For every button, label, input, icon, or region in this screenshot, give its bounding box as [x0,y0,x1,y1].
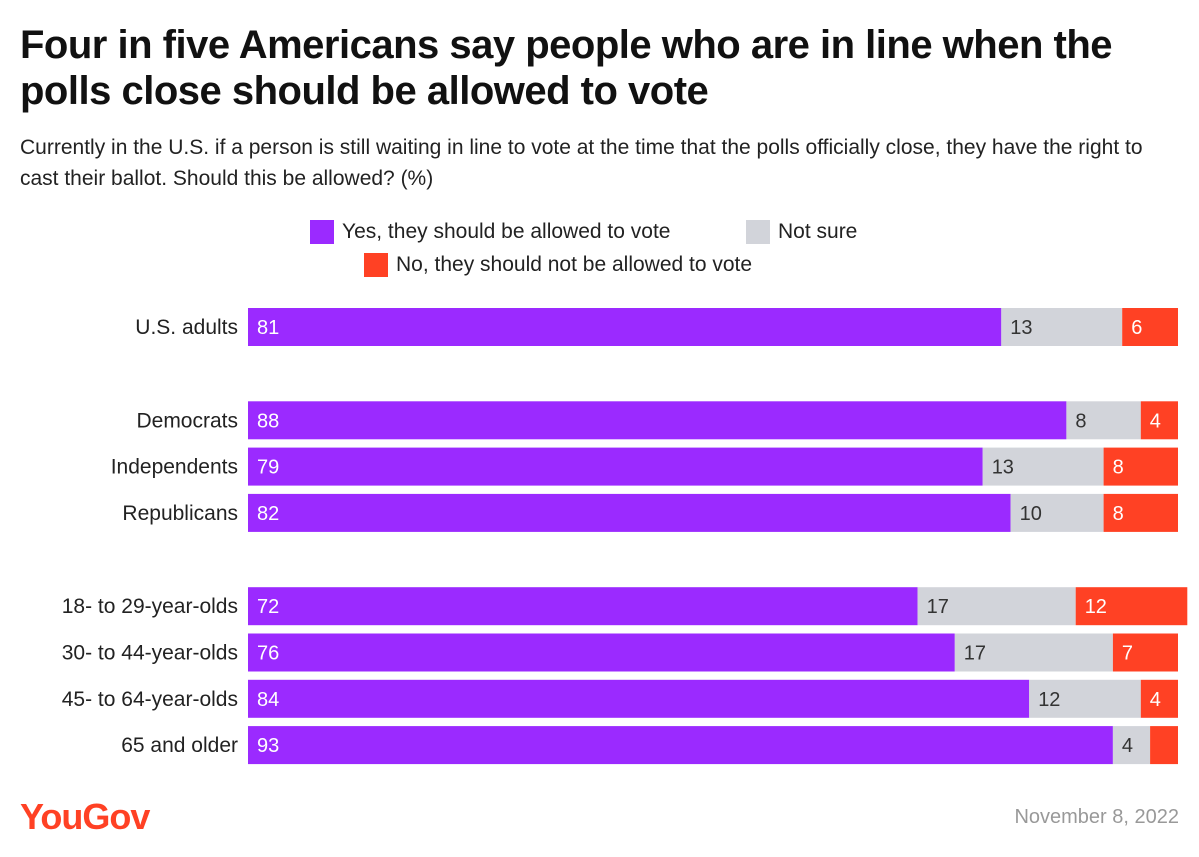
bar-yes-u-s-adults [248,308,1002,346]
legend-swatch-yes [310,220,334,244]
bar-yes-30-to-44-year-olds [248,633,955,672]
category-label-republicans: Republicans [122,502,238,525]
bar-not-sure-30-to-44-year-olds [954,633,1113,672]
data-label-no-30-to-44-year-olds: 7 [1122,643,1133,665]
data-label-yes-30-to-44-year-olds: 76 [257,643,279,665]
bar-no-democrats [1140,401,1178,440]
bar-no-republicans [1103,493,1178,532]
data-label-yes-u-s-adults: 81 [257,317,279,339]
bar-yes-65-and-older [248,726,1113,765]
category-label-30-to-44-year-olds: 30- to 44-year-olds [62,642,238,665]
bar-not-sure-18-to-29-year-olds [917,587,1076,626]
legend-label-no: No, they should not be allowed to vote [396,253,753,276]
category-label-independents: Independents [111,456,238,479]
legend-item-yes: Yes, they should be allowed to vote [310,220,670,244]
data-label-not-sure-30-to-44-year-olds: 17 [964,643,986,665]
bar-no-u-s-adults [1122,308,1178,346]
publish-date: November 8, 2022 [1014,806,1179,828]
legend-swatch-no [364,253,388,277]
data-label-yes-45-to-64-year-olds: 84 [257,689,279,711]
data-label-yes-65-and-older: 93 [257,735,279,757]
data-label-not-sure-republicans: 10 [1020,503,1042,525]
data-label-yes-democrats: 88 [257,410,279,432]
data-label-no-independents: 8 [1113,457,1124,479]
chart-title: Four in five Americans say people who ar… [20,23,1113,113]
chart-subtitle: Currently in the U.S. if a person is sti… [20,136,1143,190]
data-label-no-republicans: 8 [1113,503,1124,525]
bar-no-18-to-29-year-olds [1075,587,1188,626]
category-label-u-s-adults: U.S. adults [135,316,238,339]
bar-no-30-to-44-year-olds [1112,633,1178,672]
data-label-no-45-to-64-year-olds: 4 [1150,689,1161,711]
bar-not-sure-45-to-64-year-olds [1029,679,1141,718]
bar-not-sure-democrats [1066,401,1141,440]
category-label-18-to-29-year-olds: 18- to 29-year-olds [62,595,238,618]
data-label-not-sure-independents: 13 [992,457,1014,479]
data-label-no-democrats: 4 [1150,410,1161,432]
data-label-yes-independents: 79 [257,457,279,479]
data-label-yes-republicans: 82 [257,503,279,525]
data-label-not-sure-18-to-29-year-olds: 17 [927,596,949,618]
data-label-not-sure-65-and-older: 4 [1122,735,1133,757]
legend-item-not-sure: Not sure [746,220,857,244]
bar-yes-democrats [248,401,1067,440]
data-label-no-u-s-adults: 6 [1131,317,1142,339]
bar-not-sure-u-s-adults [1001,308,1123,346]
legend-item-no: No, they should not be allowed to vote [364,253,752,277]
bar-no-independents [1103,447,1178,486]
bar-yes-18-to-29-year-olds [248,587,918,626]
bar-yes-45-to-64-year-olds [248,679,1030,718]
category-label-65-and-older: 65 and older [121,734,238,757]
bar-yes-independents [248,447,983,486]
data-label-yes-18-to-29-year-olds: 72 [257,596,279,618]
data-label-not-sure-u-s-adults: 13 [1010,317,1032,339]
bar-not-sure-republicans [1010,493,1104,532]
legend-label-yes: Yes, they should be allowed to vote [342,220,671,243]
data-label-not-sure-45-to-64-year-olds: 12 [1038,689,1060,711]
legend-swatch-not-sure [746,220,770,244]
yougov-logo: YouGov [20,796,150,837]
bar-no-65-and-older [1150,726,1178,765]
bar-not-sure-65-and-older [1112,726,1151,765]
data-label-not-sure-democrats: 8 [1075,410,1086,432]
bar-yes-republicans [248,493,1011,532]
bar-no-45-to-64-year-olds [1140,679,1178,718]
category-label-45-to-64-year-olds: 45- to 64-year-olds [62,688,238,711]
data-label-no-18-to-29-year-olds: 12 [1085,596,1107,618]
bar-not-sure-independents [982,447,1104,486]
legend-label-not-sure: Not sure [778,220,858,243]
category-label-democrats: Democrats [136,409,238,432]
